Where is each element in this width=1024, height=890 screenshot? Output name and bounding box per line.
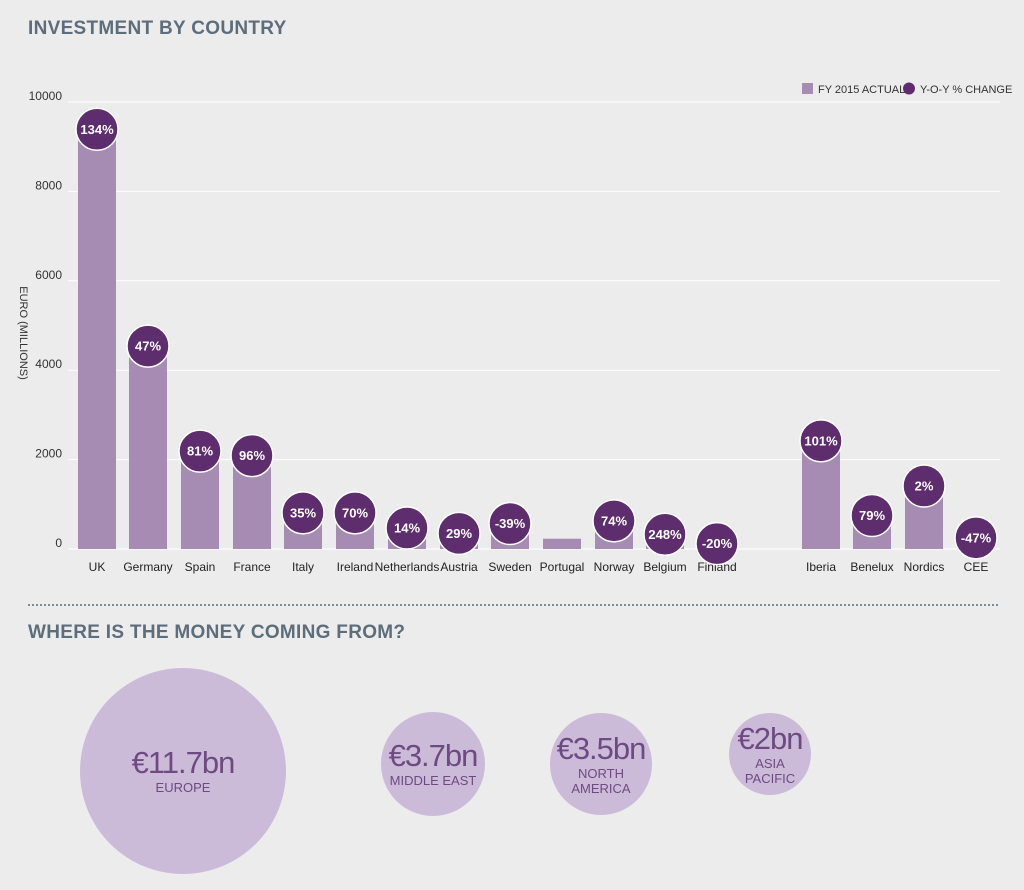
yoy-label: 35%: [290, 505, 316, 520]
y-tick-label: 8000: [35, 178, 62, 192]
yoy-badge: [281, 491, 325, 535]
bubble-label: MIDDLE EAST: [389, 773, 477, 788]
legend-label-yoy: Y-O-Y % CHANGE: [920, 84, 1012, 96]
yoy-badge: [333, 491, 377, 535]
y-tick-label: 4000: [35, 357, 62, 371]
x-tick-label: Portugal: [540, 560, 585, 574]
y-tick-label: 0: [55, 536, 62, 550]
yoy-badge: [695, 521, 739, 566]
bubble-middle-east: €3.7bn MIDDLE EAST: [381, 712, 485, 816]
bubble-value: €3.5bn: [556, 730, 647, 766]
y-tick-label: 10000: [29, 89, 63, 103]
yoy-badge: [643, 512, 687, 557]
y-axis-label: EURO (MILLIONS): [17, 286, 29, 380]
bubble-value: €3.7bn: [388, 738, 479, 773]
yoy-label: 101%: [804, 433, 838, 448]
x-tick-label: Ireland: [337, 560, 374, 574]
x-tick-label: UK: [89, 560, 106, 574]
yoy-label: 70%: [342, 505, 368, 520]
yoy-badge: [230, 433, 274, 478]
yoy-badge: [126, 324, 170, 368]
yoy-label: 79%: [859, 508, 885, 523]
x-tick-label: Benelux: [850, 560, 893, 574]
x-tick-label: Spain: [185, 560, 216, 574]
legend-label-fy2015: FY 2015 ACTUAL: [818, 84, 905, 96]
yoy-label: 47%: [135, 339, 161, 354]
yoy-label: -47%: [961, 530, 992, 545]
section-divider: [28, 604, 998, 606]
bar-portugal: [543, 538, 581, 549]
yoy-label: 96%: [239, 448, 265, 463]
chart-title: INVESTMENT BY COUNTRY: [28, 18, 287, 39]
x-tick-label: Finland: [697, 560, 736, 574]
bubble-label: NORTH AMERICA: [571, 765, 631, 796]
yoy-badge: [954, 516, 998, 560]
bubble-value: €11.7bn: [131, 745, 236, 780]
bar-uk: [78, 133, 116, 550]
y-tick-label: 2000: [35, 447, 62, 461]
legend-swatch-circle: [903, 82, 915, 95]
yoy-label: -20%: [702, 536, 733, 551]
x-tick-label: Germany: [123, 560, 172, 574]
bar-germany: [129, 350, 167, 549]
yoy-badge: [850, 493, 894, 538]
bubble-label: ASIA PACIFIC: [744, 755, 796, 786]
y-tick-label: 6000: [35, 268, 62, 282]
yoy-label: 29%: [446, 526, 472, 541]
yoy-badge: [437, 511, 481, 556]
yoy-badge: [385, 506, 429, 550]
yoy-label: 74%: [601, 513, 627, 528]
x-tick-label: Nordics: [904, 560, 945, 574]
yoy-label: 248%: [648, 527, 682, 542]
bubble-value: €2bn: [737, 720, 804, 756]
bubble-label: EUROPE: [155, 780, 211, 795]
x-tick-label: Netherlands: [375, 560, 440, 574]
x-tick-label: Belgium: [643, 560, 686, 574]
yoy-badge: [178, 429, 222, 473]
x-tick-label: Italy: [292, 560, 314, 574]
bubble-asia-pacific: €2bn ASIA PACIFIC: [729, 713, 811, 795]
x-tick-label: CEE: [964, 560, 989, 574]
yoy-label: 134%: [80, 122, 114, 137]
x-tick-label: France: [233, 560, 271, 574]
yoy-badge: [799, 419, 843, 463]
yoy-label: 81%: [187, 444, 213, 459]
section-subtitle: WHERE IS THE MONEY COMING FROM?: [28, 622, 406, 643]
bubble-europe: €11.7bn EUROPE: [80, 668, 286, 874]
yoy-label: 14%: [394, 521, 420, 536]
legend-swatch-bar: [802, 83, 813, 94]
yoy-label: -39%: [495, 516, 526, 531]
yoy-label: 2%: [915, 478, 934, 493]
yoy-badge: [488, 501, 532, 546]
yoy-badge: [592, 499, 636, 543]
x-tick-label: Sweden: [488, 560, 531, 574]
investment-bar-chart: 0 2000 4000 6000 8000 10000 UK Germany Spain Fra…: [17, 82, 1012, 574]
x-tick-label: Iberia: [806, 560, 836, 574]
yoy-badge: [75, 107, 119, 152]
bubble-north-america: €3.5bn NORTH AMERICA: [550, 713, 652, 815]
yoy-badge: [902, 464, 946, 508]
x-tick-label: Norway: [594, 560, 635, 574]
x-tick-label: Austria: [440, 560, 478, 574]
